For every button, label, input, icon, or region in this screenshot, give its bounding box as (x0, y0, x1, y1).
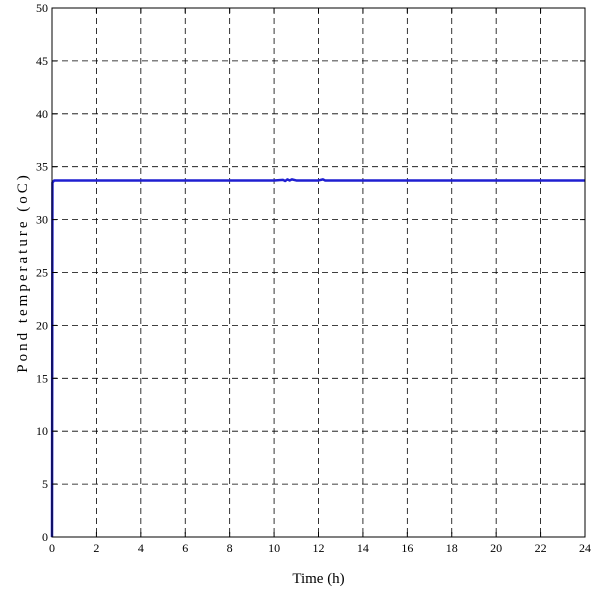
x-tick-label: 4 (138, 541, 144, 555)
y-tick-label: 15 (36, 371, 48, 385)
y-tick-label: 10 (36, 424, 48, 438)
x-axis-label: Time (h) (292, 571, 344, 587)
x-tick-label: 20 (490, 541, 502, 555)
x-tick-label: 14 (357, 541, 369, 555)
grid (52, 8, 585, 537)
y-axis-label: Pond temperature (oC) (15, 172, 31, 372)
x-tick-label: 24 (579, 541, 591, 555)
y-tick-label: 0 (42, 530, 48, 544)
y-tick-label: 40 (36, 107, 48, 121)
y-tick-label: 35 (36, 160, 48, 174)
x-tick-label: 0 (49, 541, 55, 555)
x-tick-label: 18 (446, 541, 458, 555)
x-tick-label: 8 (227, 541, 233, 555)
y-tick-label: 30 (36, 213, 48, 227)
y-tick-label: 20 (36, 318, 48, 332)
x-tick-label: 22 (535, 541, 547, 555)
x-tick-label: 10 (268, 541, 280, 555)
y-tick-label: 25 (36, 266, 48, 280)
y-tick-label: 45 (36, 54, 48, 68)
x-tick-label: 2 (93, 541, 99, 555)
y-tick-label: 50 (36, 1, 48, 15)
x-tick-label: 6 (182, 541, 188, 555)
x-tick-label: 12 (313, 541, 325, 555)
temperature-series-line (50, 178, 585, 538)
series-layer (50, 178, 585, 538)
y-tick-label: 5 (42, 477, 48, 491)
ticks: 0 2 4 6 8 10 12 14 16 18 20 22 240510152025303540455… (36, 1, 591, 555)
x-tick-label: 16 (401, 541, 413, 555)
